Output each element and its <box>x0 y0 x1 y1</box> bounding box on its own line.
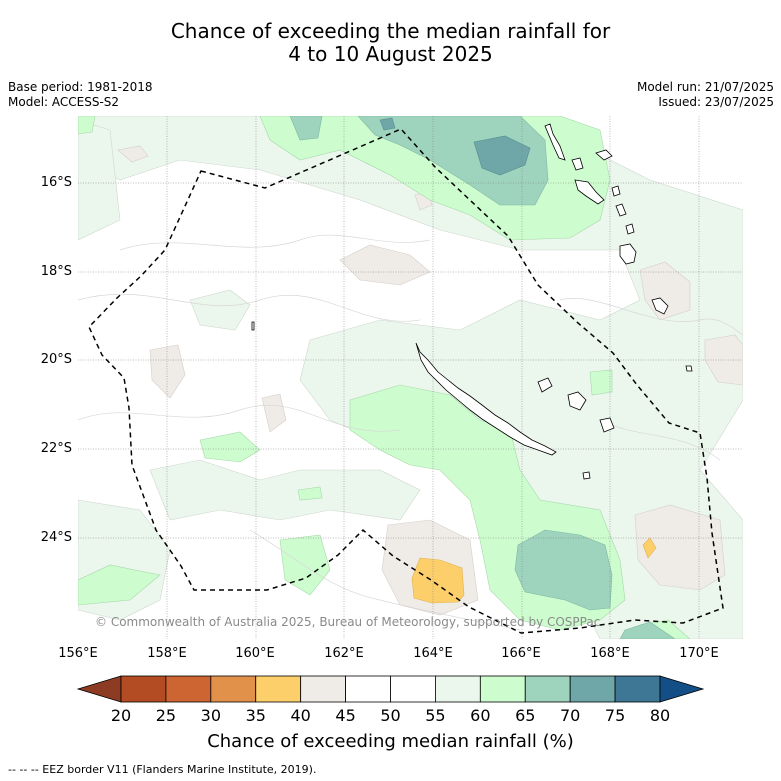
colorbar-tick-label: 75 <box>604 706 626 725</box>
loyalty-island-1 <box>537 377 553 393</box>
colorbar-segment <box>210 675 257 703</box>
vanuatu-island-7 <box>625 223 635 235</box>
vanuatu-island-8 <box>619 243 637 265</box>
colorbar-tick-label: 60 <box>470 706 491 725</box>
colorbar-segment <box>390 675 436 703</box>
colorbar-tick-label: 30 <box>200 706 221 725</box>
vanuatu-island-2 <box>571 157 584 171</box>
lon-label-170e: 170°E <box>679 646 719 661</box>
colorbar-segment <box>345 675 391 703</box>
colorbar-segment <box>479 675 526 703</box>
vanuatu-island-1 <box>544 123 566 161</box>
lon-label-160e: 160°E <box>235 646 275 661</box>
lon-label-168e: 168°E <box>590 646 630 661</box>
loyalty-island-3 <box>599 417 615 433</box>
colorbar-segment <box>435 675 481 703</box>
colorbar-title: Chance of exceeding median rainfall (%) <box>207 731 574 752</box>
lon-label-166e: 166°E <box>501 646 541 661</box>
lon-label-164e: 164°E <box>413 646 453 661</box>
model-info: Base period: 1981-2018 Model: ACCESS-S2 <box>8 80 153 110</box>
colorbar-tick-label: 50 <box>380 706 401 725</box>
lon-label-162e: 162°E <box>324 646 364 661</box>
lat-label-20s: 20°S <box>40 352 72 367</box>
colorbar-tick-label: 45 <box>335 706 356 725</box>
vanuatu-island-6 <box>615 203 627 217</box>
colorbar-tick-label: 80 <box>649 706 671 725</box>
base-period: Base period: 1981-2018 <box>8 80 153 94</box>
colorbar-segment <box>614 675 661 703</box>
colorbar-segment <box>165 675 212 703</box>
title-line-2: 4 to 10 August 2025 <box>288 42 493 66</box>
colorbar-extend-high <box>659 675 705 703</box>
small-island-1 <box>685 365 693 372</box>
vanuatu-island-3 <box>574 179 605 205</box>
colorbar-segment <box>569 675 616 703</box>
colorbar-extend-low <box>76 675 122 703</box>
lat-label-18s: 18°S <box>40 264 72 279</box>
colorbar-segment <box>255 675 302 703</box>
vanuatu-island-9 <box>651 297 669 315</box>
lat-label-22s: 22°S <box>40 441 72 456</box>
graticule <box>78 116 743 639</box>
new-caledonia-island <box>415 342 557 456</box>
model-run: Model run: 21/07/2025 <box>636 80 774 94</box>
colorbar-tick-label: 65 <box>515 706 536 725</box>
eez-border <box>88 128 724 634</box>
eez-border-footnote: -- -- -- EEZ border V11 (Flanders Marine… <box>8 763 317 776</box>
chart-title: Chance of exceeding the median rainfall … <box>0 20 781 66</box>
lon-label-156e: 156°E <box>58 646 98 661</box>
colorbar-tick-label: 70 <box>559 706 581 725</box>
rainfall-map: © Commonwealth of Australia 2025, Bureau… <box>78 116 743 639</box>
colorbar-tick-label: 55 <box>425 706 446 725</box>
loyalty-island-2 <box>567 391 587 411</box>
probability-70-75-regions <box>379 117 531 176</box>
lon-label-158e: 158°E <box>147 646 187 661</box>
title-line-1: Chance of exceeding the median rainfall … <box>170 19 611 43</box>
vanuatu-island-4 <box>595 149 613 161</box>
run-info: Model run: 21/07/2025 Issued: 23/07/2025 <box>637 80 774 110</box>
coastlines <box>251 123 693 480</box>
issued-date: Issued: 23/07/2025 <box>658 95 774 109</box>
model-name: Model: ACCESS-S2 <box>8 95 120 109</box>
isle-of-pines <box>582 471 591 480</box>
probability-35-40-regions <box>411 537 657 604</box>
lat-label-16s: 16°S <box>40 175 72 190</box>
lat-label-24s: 24°S <box>40 530 72 545</box>
vanuatu-island-5 <box>611 185 621 197</box>
colorbar-tick-label: 40 <box>290 706 311 725</box>
colorbar-tick-label: 20 <box>110 706 132 725</box>
copyright-notice: © Commonwealth of Australia 2025, Bureau… <box>95 615 600 629</box>
colorbar-segment <box>300 675 346 703</box>
small-island-2 <box>251 321 255 331</box>
colorbar-segment <box>120 675 167 703</box>
colorbar-tick-label: 35 <box>245 706 266 725</box>
colorbar-tick-label: 25 <box>155 706 177 725</box>
colorbar-segment <box>524 675 571 703</box>
